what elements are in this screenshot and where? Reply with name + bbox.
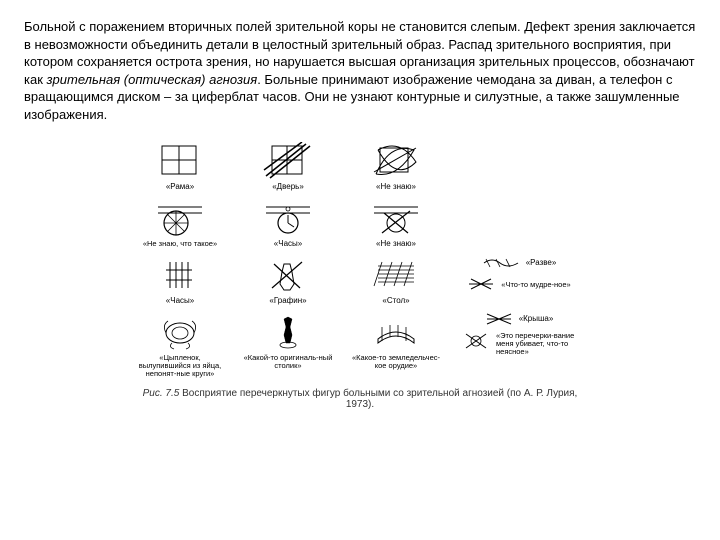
drawing-r3c3 bbox=[366, 255, 426, 295]
label-r4c4a: «Крыша» bbox=[519, 315, 554, 324]
figure-caption: Рис. 7.5 Восприятие перечеркнутых фигур … bbox=[135, 388, 585, 410]
label-r1c1: «Рама» bbox=[166, 183, 194, 192]
drawing-r1c3 bbox=[366, 141, 426, 181]
cell-r3c4: «Разве» «Что-то мудре-ное» bbox=[459, 255, 579, 293]
drawing-r2c1 bbox=[150, 198, 210, 238]
figure-container: «Рама» «Дверь» bbox=[24, 141, 696, 410]
cell-r1c1: «Рама» bbox=[135, 141, 225, 192]
cell-r2c2: «Часы» bbox=[243, 198, 333, 249]
label-r4c2: «Какой-то оригиналь-ный столик» bbox=[243, 354, 333, 371]
label-r4c4b: «Это перечерки-вание меня убивает, что-т… bbox=[496, 332, 576, 357]
cell-r3c1: «Часы» bbox=[135, 255, 225, 306]
figure: «Рама» «Дверь» bbox=[135, 141, 585, 410]
drawing-r3c4b bbox=[467, 275, 495, 293]
label-r4c3: «Какое-то земледельчес-кое орудие» bbox=[351, 354, 441, 371]
cell-r4c1: «Цыпленок, вылупившийся из яйца, непонят… bbox=[135, 312, 225, 379]
drawing-r2c3 bbox=[366, 198, 426, 238]
label-r3c2: «Графин» bbox=[269, 297, 306, 306]
label-r3c4b: «Что-то мудре-ное» bbox=[501, 281, 570, 289]
drawing-r4c1 bbox=[150, 312, 210, 352]
label-r3c3: «Стол» bbox=[382, 297, 409, 306]
drawing-r1c1 bbox=[150, 141, 210, 181]
figure-row-1: «Рама» «Дверь» bbox=[135, 141, 585, 192]
cell-r4c3: «Какое-то земледельчес-кое орудие» bbox=[351, 312, 441, 371]
drawing-r4c4b bbox=[462, 330, 490, 352]
figure-row-3: «Часы» «Графин» bbox=[135, 255, 585, 306]
drawing-r3c4a bbox=[482, 255, 520, 271]
label-r3c4a: «Разве» bbox=[526, 259, 557, 268]
label-r1c2: «Дверь» bbox=[272, 183, 304, 192]
cell-r4c4: «Крыша» «Это перечерки-вание меня убивае… bbox=[459, 312, 579, 357]
drawing-r4c4a bbox=[485, 312, 513, 326]
main-paragraph: Больной с поражением вторичных полей зри… bbox=[24, 18, 696, 123]
caption-figlabel: Рис. 7.5 bbox=[143, 388, 180, 399]
label-r3c1: «Часы» bbox=[166, 297, 194, 306]
drawing-r3c1 bbox=[150, 255, 210, 295]
cell-r3c3: «Стол» bbox=[351, 255, 441, 306]
cell-r2c3: «Не знаю» bbox=[351, 198, 441, 249]
drawing-r1c2 bbox=[258, 141, 318, 181]
cell-r1c2: «Дверь» bbox=[243, 141, 333, 192]
label-r2c3: «Не знаю» bbox=[376, 240, 416, 249]
figure-row-2: «Не знаю, что такое» «Часы» bbox=[135, 198, 585, 249]
label-r2c2: «Часы» bbox=[274, 240, 302, 249]
cell-r3c2: «Графин» bbox=[243, 255, 333, 306]
cell-r1c3: «Не знаю» bbox=[351, 141, 441, 192]
cell-r4c2: «Какой-то оригиналь-ный столик» bbox=[243, 312, 333, 371]
drawing-r4c2 bbox=[258, 312, 318, 352]
drawing-r2c2 bbox=[258, 198, 318, 238]
drawing-r3c2 bbox=[258, 255, 318, 295]
label-r2c1: «Не знаю, что такое» bbox=[143, 240, 217, 248]
drawing-r4c3 bbox=[366, 312, 426, 352]
label-r4c1: «Цыпленок, вылупившийся из яйца, непонят… bbox=[135, 354, 225, 379]
caption-text: Восприятие перечеркнутых фигур больными … bbox=[179, 388, 577, 410]
figure-row-4: «Цыпленок, вылупившийся из яйца, непонят… bbox=[135, 312, 585, 379]
cell-r2c1: «Не знаю, что такое» bbox=[135, 198, 225, 248]
para-italic: зрительная (оптическая) агнозия bbox=[47, 72, 258, 87]
label-r1c3: «Не знаю» bbox=[376, 183, 416, 192]
